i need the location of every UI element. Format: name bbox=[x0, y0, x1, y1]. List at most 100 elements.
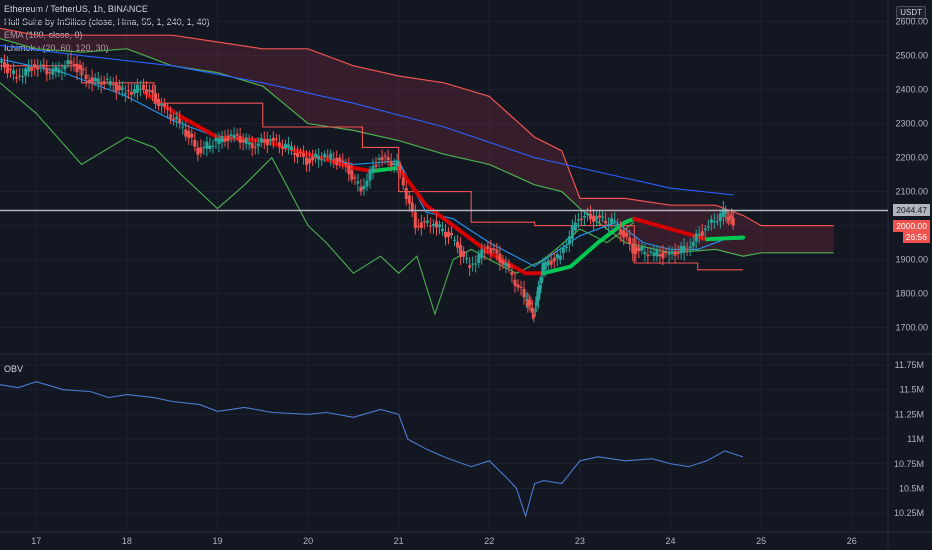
candle-body bbox=[440, 228, 444, 232]
candle-body bbox=[504, 262, 508, 267]
candle-body bbox=[498, 253, 502, 263]
candle-body bbox=[407, 195, 411, 204]
candle-body bbox=[18, 75, 22, 77]
candle-body bbox=[447, 231, 451, 238]
candle-body bbox=[410, 202, 414, 212]
candle-body bbox=[15, 76, 19, 79]
candle-body bbox=[256, 143, 260, 147]
candle-body bbox=[474, 263, 478, 265]
candle-body bbox=[132, 89, 136, 94]
candle-body bbox=[664, 251, 668, 254]
candle-body bbox=[573, 222, 577, 231]
candle-body bbox=[718, 213, 722, 222]
candle-body bbox=[172, 118, 176, 120]
candle-body bbox=[477, 254, 481, 263]
candle-body bbox=[184, 129, 188, 137]
candle-body bbox=[495, 249, 499, 254]
candle-body bbox=[631, 245, 635, 254]
candle-body bbox=[721, 208, 725, 217]
candle-body bbox=[465, 257, 469, 259]
candle-body bbox=[199, 147, 203, 154]
candle-body bbox=[640, 247, 644, 251]
candle-body bbox=[513, 279, 517, 286]
currency-label[interactable]: USDT bbox=[896, 6, 926, 19]
candle-body bbox=[27, 66, 31, 72]
candle-body bbox=[54, 66, 58, 72]
candle-body bbox=[154, 93, 158, 103]
candle-body bbox=[144, 89, 148, 94]
candle-body bbox=[646, 254, 650, 257]
candle-body bbox=[217, 138, 221, 144]
price-tick-label: 2300.00 bbox=[895, 119, 928, 129]
candle-body bbox=[320, 159, 324, 161]
candle-body bbox=[425, 220, 429, 224]
candle-body bbox=[486, 246, 490, 249]
candle-body bbox=[78, 64, 82, 70]
obv-tick-label: 10.5M bbox=[899, 483, 924, 493]
time-tick-label: 25 bbox=[756, 536, 766, 546]
last-price-tag: 2000.00 bbox=[893, 220, 930, 232]
candle-body bbox=[619, 229, 623, 235]
candle-body bbox=[604, 221, 608, 224]
obv-tick-label: 11M bbox=[907, 434, 924, 444]
candle-body bbox=[241, 140, 245, 143]
candle-body bbox=[468, 265, 472, 268]
candle-body bbox=[655, 250, 659, 257]
candle-body bbox=[437, 224, 441, 228]
candle-body bbox=[700, 231, 704, 236]
candle-body bbox=[289, 146, 293, 151]
candle-body bbox=[724, 209, 728, 214]
candle-body bbox=[679, 245, 683, 254]
candle-body bbox=[120, 87, 124, 90]
price-tick-label: 1800.00 bbox=[895, 289, 928, 299]
candle-body bbox=[84, 74, 88, 80]
candle-body bbox=[598, 215, 602, 218]
candle-body bbox=[453, 239, 457, 241]
candle-body bbox=[539, 277, 543, 284]
candle-body bbox=[187, 130, 191, 138]
candle-body bbox=[286, 144, 290, 148]
candle-body bbox=[546, 260, 550, 266]
candle-body bbox=[181, 126, 185, 128]
candle-body bbox=[579, 218, 583, 221]
price-tick-label: 2100.00 bbox=[895, 187, 928, 197]
candle-body bbox=[582, 215, 586, 218]
candle-body bbox=[483, 251, 487, 253]
candle-body bbox=[691, 241, 695, 247]
ema-line bbox=[0, 44, 735, 196]
candle-body bbox=[250, 142, 254, 149]
candle-body bbox=[471, 263, 475, 265]
candle-body bbox=[456, 241, 460, 248]
candle-body bbox=[601, 216, 605, 218]
candle-body bbox=[169, 114, 173, 119]
candle-body bbox=[422, 221, 426, 223]
candle-body bbox=[535, 296, 539, 306]
candle-body bbox=[576, 219, 580, 221]
candle-body bbox=[280, 146, 284, 149]
candle-body bbox=[507, 263, 511, 269]
candle-body bbox=[510, 272, 514, 275]
candle-body bbox=[670, 251, 674, 254]
candle-body bbox=[259, 138, 263, 143]
candle-body bbox=[588, 213, 592, 220]
candle-body bbox=[220, 136, 224, 143]
candle-body bbox=[226, 135, 230, 142]
candle-body bbox=[214, 138, 218, 142]
hline-price-tag: 2044.47 bbox=[893, 204, 930, 217]
candle-body bbox=[359, 186, 363, 192]
time-tick-label: 17 bbox=[31, 536, 41, 546]
candle-body bbox=[350, 170, 354, 180]
candle-body bbox=[712, 221, 716, 223]
candle-body bbox=[229, 134, 233, 136]
candle-body bbox=[123, 93, 127, 95]
candle-body bbox=[524, 299, 528, 301]
candle-body bbox=[39, 64, 43, 66]
hull-band-segment bbox=[142, 91, 374, 174]
candle-body bbox=[362, 185, 366, 190]
legend-ichimoku: Ichimoku (20, 60, 120, 30) bbox=[4, 43, 109, 53]
candle-body bbox=[383, 155, 387, 157]
candle-body bbox=[75, 63, 79, 72]
obv-tick-label: 10.75M bbox=[894, 459, 924, 469]
candle-body bbox=[126, 90, 130, 92]
candle-body bbox=[30, 66, 34, 71]
